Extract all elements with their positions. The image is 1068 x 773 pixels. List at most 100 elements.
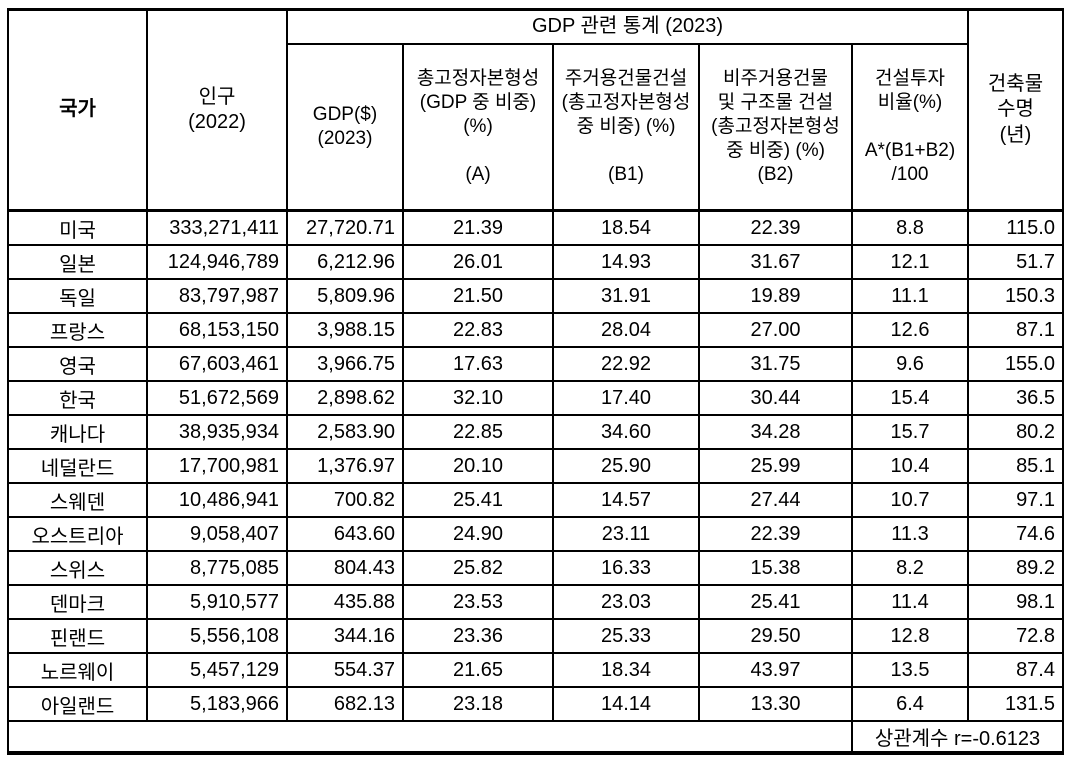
cell-nonresidential-b2: 22.39 [698,209,853,246]
cell-gfcf-a: 21.39 [402,209,554,246]
cell-residential-b1: 23.03 [552,584,700,620]
cell-gdp: 435.88 [286,584,404,620]
cell-gdp: 682.13 [286,686,404,722]
cell-country: 독일 [7,278,148,314]
header-group-row: 국가 인구 (2022) GDP 관련 통계 (2023) 건축물 수명 (년) [7,8,1064,212]
cell-lifespan: 155.0 [967,346,1064,382]
cell-gdp: 27,720.71 [286,209,404,246]
cell-residential-b1: 31.91 [552,278,700,314]
table-row: 미국 333,271,411 27,720.71 21.39 18.54 22.39 8.8… [7,209,1064,246]
table-row: 캐나다 38,935,934 2,583.90 22.85 34.60 34.28 15.7… [7,414,1064,450]
table-row: 오스트리아 9,058,407 643.60 24.90 23.11 22.39 11.3 7… [7,516,1064,552]
cell-residential-b1: 14.14 [552,686,700,722]
cell-lifespan: 98.1 [967,584,1064,620]
cell-construction-ratio: 6.4 [851,686,969,722]
cell-construction-ratio: 8.8 [851,209,969,246]
cell-gfcf-a: 21.65 [402,652,554,688]
cell-construction-ratio: 12.6 [851,312,969,348]
cell-country: 한국 [7,380,148,416]
header-sub-row: GDP($) (2023) 총고정자본형성 (GDP 중 비중) (%) (A)… [8,43,1063,212]
cell-residential-b1: 17.40 [552,380,700,416]
table-body: 미국 333,271,411 27,720.71 21.39 18.54 22.39 8.8… [7,209,1064,722]
cell-construction-ratio: 11.4 [851,584,969,620]
cell-population: 10,486,941 [146,482,288,518]
cell-lifespan: 80.2 [967,414,1064,450]
cell-population: 67,603,461 [146,346,288,382]
cell-gfcf-a: 17.63 [402,346,554,382]
cell-population: 8,775,085 [146,550,288,586]
cell-lifespan: 115.0 [967,209,1064,246]
cell-lifespan: 87.1 [967,312,1064,348]
cell-gfcf-a: 25.41 [402,482,554,518]
col-header-construction-ratio: 건설투자 비율(%) A*(B1+B2) /100 [851,43,969,212]
cell-construction-ratio: 15.7 [851,414,969,450]
cell-country: 프랑스 [7,312,148,348]
cell-gdp: 1,376.97 [286,448,404,484]
cell-residential-b1: 23.11 [552,516,700,552]
cell-lifespan: 150.3 [967,278,1064,314]
col-header-country: 국가 [7,8,148,212]
cell-nonresidential-b2: 25.99 [698,448,853,484]
footer-row: 상관계수 r=-0.6123 [7,720,1064,754]
cell-lifespan: 87.4 [967,652,1064,688]
table-row: 독일 83,797,987 5,809.96 21.50 31.91 19.89 11.1 1… [7,278,1064,314]
cell-gfcf-a: 23.53 [402,584,554,620]
table-header: 국가 인구 (2022) GDP 관련 통계 (2023) 건축물 수명 (년)… [7,8,1064,212]
cell-construction-ratio: 12.1 [851,244,969,280]
cell-country: 오스트리아 [7,516,148,552]
cell-residential-b1: 22.92 [552,346,700,382]
table-row: 덴마크 5,910,577 435.88 23.53 23.03 25.41 11.4 98.… [7,584,1064,620]
table-row: 네덜란드 17,700,981 1,376.97 20.10 25.90 25.99 10.… [7,448,1064,484]
table-row: 핀랜드 5,556,108 344.16 23.36 25.33 29.50 12.8 72.… [7,618,1064,654]
cell-country: 미국 [7,209,148,246]
cell-residential-b1: 25.33 [552,618,700,654]
cell-lifespan: 85.1 [967,448,1064,484]
cell-population: 5,556,108 [146,618,288,654]
table-row: 스위스 8,775,085 804.43 25.82 16.33 15.38 8.2 89.2 [7,550,1064,586]
cell-nonresidential-b2: 27.00 [698,312,853,348]
cell-nonresidential-b2: 19.89 [698,278,853,314]
cell-population: 17,700,981 [146,448,288,484]
cell-gfcf-a: 20.10 [402,448,554,484]
cell-population: 83,797,987 [146,278,288,314]
cell-population: 124,946,789 [146,244,288,280]
cell-country: 아일랜드 [7,686,148,722]
col-header-gfcf-a: 총고정자본형성 (GDP 중 비중) (%) (A) [402,43,554,212]
cell-gdp: 700.82 [286,482,404,518]
cell-nonresidential-b2: 34.28 [698,414,853,450]
cell-construction-ratio: 10.7 [851,482,969,518]
col-header-gdp: GDP($) (2023) [286,43,404,212]
cell-country: 일본 [7,244,148,280]
cell-construction-ratio: 12.8 [851,618,969,654]
cell-construction-ratio: 11.1 [851,278,969,314]
cell-population: 5,183,966 [146,686,288,722]
cell-gdp: 5,809.96 [286,278,404,314]
cell-gdp: 3,966.75 [286,346,404,382]
cell-residential-b1: 18.34 [552,652,700,688]
col-header-population: 인구 (2022) [146,8,288,212]
cell-country: 핀랜드 [7,618,148,654]
cell-nonresidential-b2: 13.30 [698,686,853,722]
cell-population: 9,058,407 [146,516,288,552]
statistics-table: 국가 인구 (2022) GDP 관련 통계 (2023) 건축물 수명 (년)… [7,8,1064,755]
cell-lifespan: 72.8 [967,618,1064,654]
col-header-lifespan: 건축물 수명 (년) [967,8,1064,212]
cell-country: 덴마크 [7,584,148,620]
cell-gdp: 344.16 [286,618,404,654]
cell-construction-ratio: 11.3 [851,516,969,552]
cell-residential-b1: 16.33 [552,550,700,586]
cell-nonresidential-b2: 29.50 [698,618,853,654]
col-header-gdp-group: GDP 관련 통계 (2023) [286,8,969,45]
cell-gfcf-a: 25.82 [402,550,554,586]
cell-population: 68,153,150 [146,312,288,348]
cell-gdp: 804.43 [286,550,404,586]
table-row: 영국 67,603,461 3,966.75 17.63 22.92 31.75 9.6 15… [7,346,1064,382]
cell-nonresidential-b2: 25.41 [698,584,853,620]
cell-lifespan: 97.1 [967,482,1064,518]
cell-construction-ratio: 9.6 [851,346,969,382]
cell-gfcf-a: 22.83 [402,312,554,348]
cell-residential-b1: 25.90 [552,448,700,484]
cell-gfcf-a: 21.50 [402,278,554,314]
table-row: 프랑스 68,153,150 3,988.15 22.83 28.04 27.00 12.6… [7,312,1064,348]
cell-gfcf-a: 22.85 [402,414,554,450]
